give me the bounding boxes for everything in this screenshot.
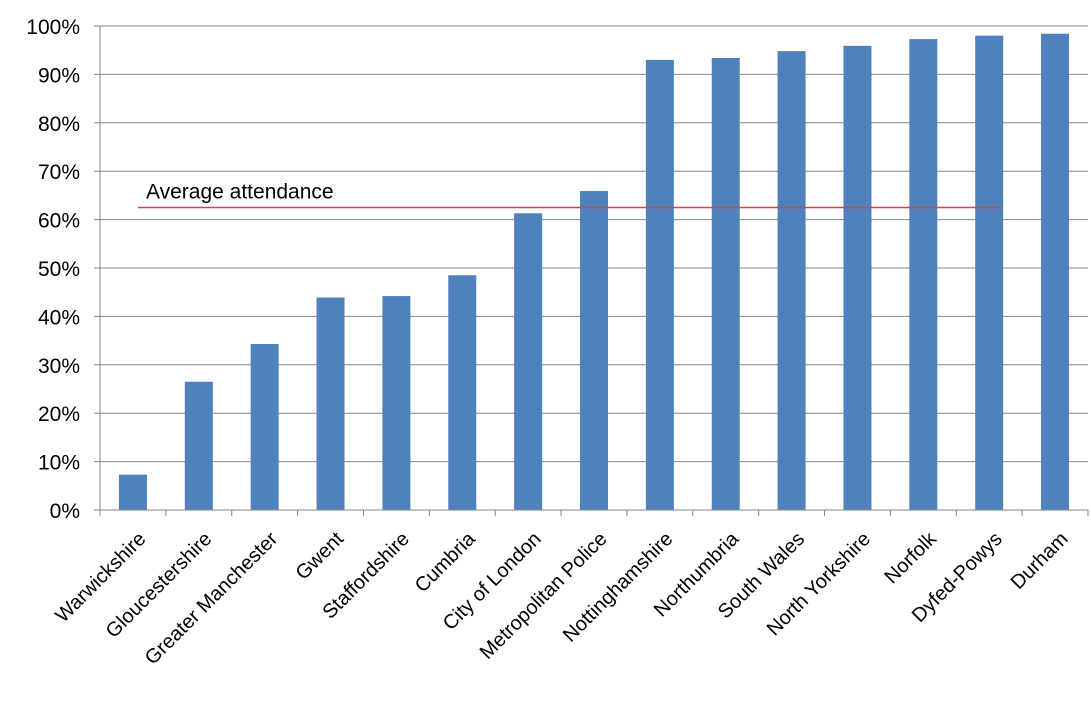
- x-tick-label: Gwent: [292, 528, 349, 585]
- x-tick-label: Norfolk: [881, 527, 942, 588]
- average-label: Average attendance: [146, 181, 334, 204]
- y-tick-label: 50%: [38, 258, 80, 281]
- y-tick-label: 30%: [38, 355, 80, 378]
- bar: [843, 45, 872, 511]
- y-tick-label: 40%: [38, 306, 80, 329]
- average-reference: Average attendance: [138, 181, 1003, 209]
- bar: [975, 35, 1004, 511]
- bar: [316, 297, 345, 510]
- x-tick-label: Cumbria: [411, 527, 481, 597]
- axes: [94, 25, 1089, 516]
- y-tick-label: 80%: [38, 113, 80, 136]
- bar: [777, 51, 806, 510]
- bar: [118, 474, 147, 510]
- bar: [448, 275, 477, 510]
- x-tick-label: Metropolitan Police: [476, 528, 612, 664]
- y-tick-label: 100%: [26, 16, 80, 39]
- bar: [382, 296, 411, 510]
- y-tick-label: 90%: [38, 64, 80, 87]
- y-tick-label: 0%: [50, 500, 80, 523]
- x-tick-label: Durham: [1007, 528, 1073, 594]
- x-tick-label: Greater Manchester: [141, 528, 283, 670]
- y-tick-labels: 0% 10% 20% 30% 40% 50% 60% 70% 80% 90% 100%: [26, 16, 80, 523]
- y-tick-label: 60%: [38, 210, 80, 233]
- x-tick-label: Nottinghamshire: [559, 528, 678, 647]
- bar: [184, 381, 213, 510]
- bar: [580, 191, 608, 510]
- y-tick-label: 20%: [38, 403, 80, 426]
- y-tick-label: 10%: [38, 452, 80, 475]
- bar: [711, 57, 740, 510]
- bar: [1041, 33, 1070, 511]
- y-tick-label: 70%: [38, 161, 80, 184]
- bars: [118, 33, 1070, 511]
- bar: [514, 213, 543, 511]
- bar: [250, 343, 279, 510]
- bar: [909, 39, 938, 511]
- bar: [645, 59, 674, 510]
